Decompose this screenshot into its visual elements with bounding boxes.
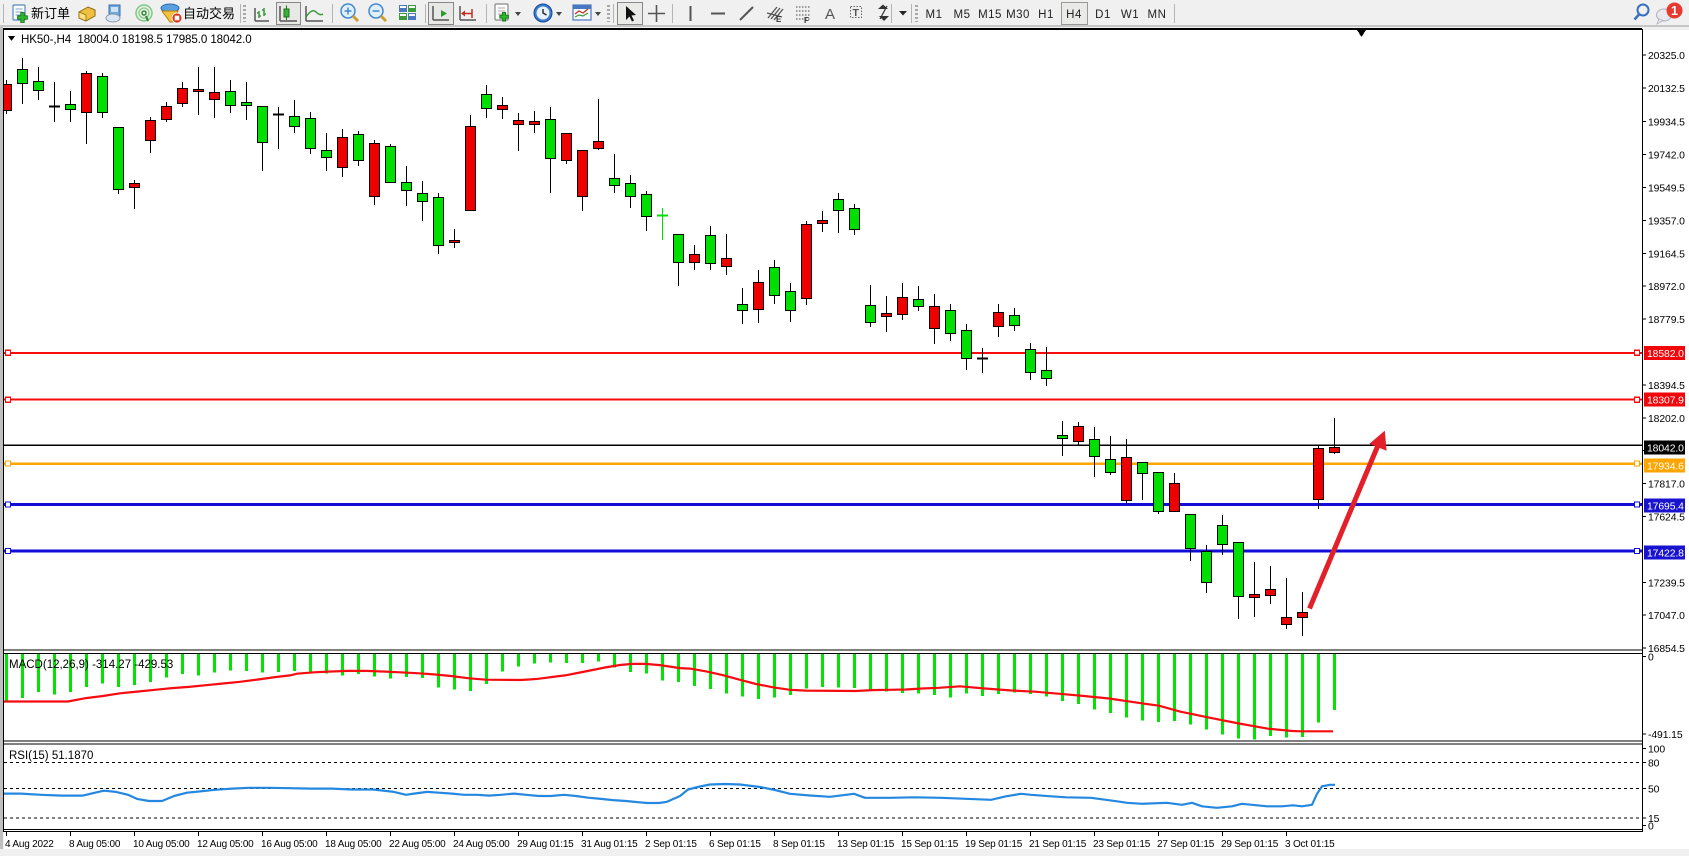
svg-text:T: T [853, 7, 860, 19]
svg-text:29 Aug 01:15: 29 Aug 01:15 [517, 839, 574, 850]
svg-text:18202.0: 18202.0 [1648, 414, 1685, 425]
svg-text:RSI(15) 51.1870: RSI(15) 51.1870 [9, 750, 93, 762]
svg-text:1: 1 [1671, 4, 1678, 18]
svg-text:0: 0 [1648, 822, 1654, 833]
svg-text:-491.15: -491.15 [1648, 730, 1683, 741]
svg-text:M1: M1 [926, 9, 943, 21]
svg-text:21 Sep 01:15: 21 Sep 01:15 [1029, 839, 1087, 850]
svg-text:0: 0 [1648, 653, 1654, 664]
svg-text:8 Aug 05:00: 8 Aug 05:00 [69, 839, 121, 850]
svg-text:20325.0: 20325.0 [1648, 51, 1685, 62]
svg-text:12 Aug 05:00: 12 Aug 05:00 [197, 839, 254, 850]
svg-text:自动交易: 自动交易 [183, 6, 235, 21]
svg-text:H4: H4 [1066, 9, 1082, 21]
svg-text:13 Sep 01:15: 13 Sep 01:15 [837, 839, 895, 850]
svg-text:17695.4: 17695.4 [1647, 501, 1684, 512]
svg-text:29 Sep 01:15: 29 Sep 01:15 [1221, 839, 1279, 850]
svg-text:18972.0: 18972.0 [1648, 282, 1685, 293]
svg-text:W1: W1 [1121, 9, 1139, 21]
svg-text:3 Oct 01:15: 3 Oct 01:15 [1285, 839, 1335, 850]
svg-text:17817.0: 17817.0 [1648, 480, 1685, 491]
svg-text:10 Aug 05:00: 10 Aug 05:00 [133, 839, 190, 850]
svg-text:23 Sep 01:15: 23 Sep 01:15 [1093, 839, 1151, 850]
svg-text:F: F [804, 16, 809, 25]
svg-text:19 Sep 01:15: 19 Sep 01:15 [965, 839, 1023, 850]
svg-text:18779.5: 18779.5 [1648, 315, 1685, 326]
svg-text:20132.5: 20132.5 [1648, 84, 1685, 95]
svg-text:18307.9: 18307.9 [1647, 396, 1684, 407]
svg-text:E: E [776, 15, 782, 24]
svg-text:16854.5: 16854.5 [1648, 644, 1685, 655]
svg-text:18582.0: 18582.0 [1647, 349, 1684, 360]
svg-text:19549.5: 19549.5 [1648, 184, 1685, 195]
svg-text:18042.0: 18042.0 [1647, 443, 1684, 454]
svg-text:80: 80 [1648, 758, 1660, 769]
svg-text:M30: M30 [1006, 9, 1030, 21]
svg-text:18 Aug 05:00: 18 Aug 05:00 [325, 839, 382, 850]
svg-text:17934.6: 17934.6 [1647, 461, 1684, 472]
svg-text:H1: H1 [1038, 9, 1054, 21]
svg-text:4 Aug 2022: 4 Aug 2022 [5, 839, 54, 850]
svg-text:17422.8: 17422.8 [1647, 548, 1684, 559]
svg-text:16 Aug 05:00: 16 Aug 05:00 [261, 839, 318, 850]
svg-text:8 Sep 01:15: 8 Sep 01:15 [773, 839, 825, 850]
svg-text:19357.0: 19357.0 [1648, 216, 1685, 227]
svg-text:6 Sep 01:15: 6 Sep 01:15 [709, 839, 761, 850]
svg-text:100: 100 [1648, 745, 1665, 756]
svg-text:A: A [825, 6, 835, 23]
svg-text:19164.5: 19164.5 [1648, 249, 1685, 260]
svg-text:18394.5: 18394.5 [1648, 381, 1685, 392]
svg-text:M5: M5 [954, 9, 971, 21]
svg-text:新订单: 新订单 [31, 6, 70, 21]
svg-text:HK50-,H4 18004.0 18198.5 1798: HK50-,H4 18004.0 18198.5 17985.0 18042.0 [21, 33, 252, 46]
svg-text:15: 15 [1648, 814, 1660, 825]
svg-text:M15: M15 [978, 9, 1002, 21]
svg-text:22 Aug 05:00: 22 Aug 05:00 [389, 839, 446, 850]
svg-text:19742.0: 19742.0 [1648, 151, 1685, 162]
svg-text:2 Sep 01:15: 2 Sep 01:15 [645, 839, 697, 850]
svg-text:D1: D1 [1095, 9, 1111, 21]
svg-text:17239.5: 17239.5 [1648, 578, 1685, 589]
svg-text:15 Sep 01:15: 15 Sep 01:15 [901, 839, 959, 850]
svg-text:19934.5: 19934.5 [1648, 118, 1685, 129]
svg-text:17047.0: 17047.0 [1648, 611, 1685, 622]
svg-text:MN: MN [1148, 9, 1167, 21]
svg-text:MACD(12,26,9) -314.27 -429.53: MACD(12,26,9) -314.27 -429.53 [9, 659, 173, 671]
svg-text:31 Aug 01:15: 31 Aug 01:15 [581, 839, 638, 850]
svg-text:24 Aug 05:00: 24 Aug 05:00 [453, 839, 510, 850]
svg-text:50: 50 [1648, 784, 1660, 795]
svg-text:17624.5: 17624.5 [1648, 513, 1685, 524]
svg-text:27 Sep 01:15: 27 Sep 01:15 [1157, 839, 1215, 850]
